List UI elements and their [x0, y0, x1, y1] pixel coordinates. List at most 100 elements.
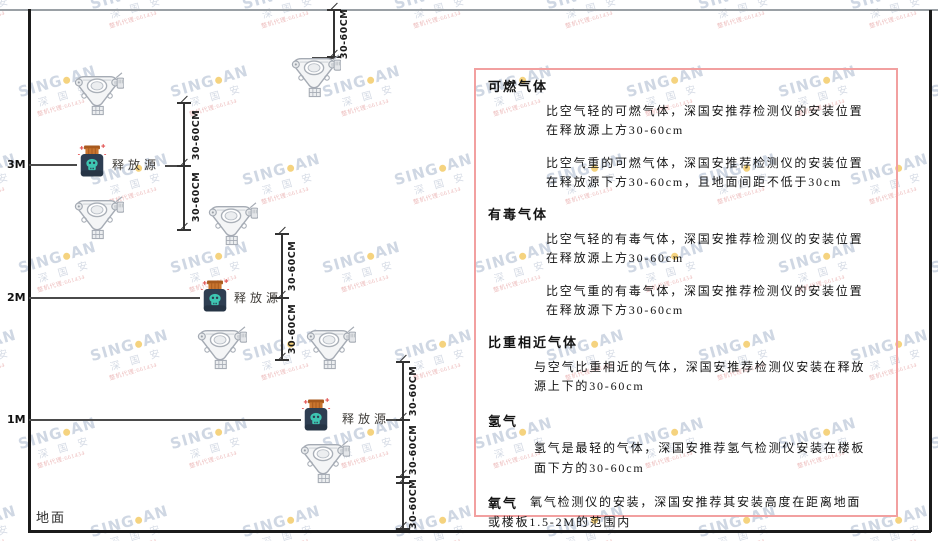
dim-label-1m-ground: 30-60CM — [408, 478, 419, 530]
section-heading-toxic: 有毒气体 — [488, 206, 549, 222]
connector-ceiling — [312, 57, 334, 59]
watermark-dot-icon — [134, 515, 144, 525]
watermark-contact: 整机代理:661434 — [412, 186, 462, 207]
dim-tick — [177, 102, 191, 104]
dim-label-1m-mid: 30-60CM — [408, 424, 419, 476]
watermark-contact: 整机代理:661434 — [0, 531, 24, 541]
watermark-chinese: 深 国 安 — [0, 523, 13, 541]
watermark-chinese: 深 国 安 — [189, 83, 245, 110]
watermark-chinese: 深 国 安 — [109, 347, 165, 374]
watermark-dot-icon — [214, 251, 224, 261]
gas-detector-icon — [72, 194, 125, 240]
watermark-dot-icon — [366, 427, 376, 437]
dim-tick — [327, 9, 341, 11]
watermark-dot-icon — [214, 75, 224, 85]
leader-3m — [29, 164, 77, 166]
dim-tick — [396, 361, 410, 363]
dim-tick — [396, 419, 410, 421]
gas-detector-icon — [195, 324, 248, 370]
watermark-chinese: 深 国 安 — [341, 83, 397, 110]
leader-1m — [29, 419, 301, 421]
release-source-label: 释放源 — [342, 412, 391, 426]
section-heading-flammable: 可燃气体 — [488, 79, 549, 94]
dim-label-3m-lower: 30-60CM — [191, 171, 202, 223]
watermark-contact: 整机代理:661434 — [260, 10, 310, 31]
section-heading-oxygen: 氧气 — [488, 496, 519, 512]
dim-label-2m-upper: 30-60CM — [287, 240, 298, 292]
watermark-contact: 整机代理:661434 — [412, 362, 462, 383]
guideline-paragraph: 比空气轻的可燃气体，深国安推荐检测仪的安装位置在释放源上方30-60cm — [546, 104, 864, 138]
guideline-paragraph: 比空气重的可燃气体，深国安推荐检测仪的安装位置在释放源下方30-60cm，且地面… — [546, 155, 864, 190]
release-source-label: 释放源 — [112, 158, 161, 172]
guideline-paragraph: 比空气重的有毒气体，深国安推荐检测仪的安装位置在释放源下方30-60cm — [546, 283, 864, 318]
watermark-dot-icon — [894, 515, 904, 525]
left-wall-line — [28, 9, 31, 532]
dim-label-1m-upper: 30-60CM — [408, 365, 419, 417]
watermark-dot-icon — [286, 163, 296, 173]
watermark-contact: 整机代理:661434 — [868, 10, 918, 31]
watermark-chinese: 深 国 安 — [0, 347, 13, 373]
dim-line-ceiling — [333, 10, 335, 58]
watermark-contact: 整机代理:661434 — [340, 274, 390, 295]
watermark-dot-icon — [438, 339, 448, 349]
release-source-icon — [77, 143, 107, 179]
watermark-contact: 整机代理:661434 — [36, 450, 86, 471]
gas-detector-icon — [206, 200, 259, 246]
dim-tick — [396, 528, 410, 530]
guideline-paragraph: 氢气是最轻的气体，深国安推荐氢气检测仪安装在楼板面下方的30-60cm — [534, 441, 866, 475]
watermark-chinese: 深 国 安 — [261, 171, 317, 198]
release-source-icon — [200, 278, 230, 314]
dim-tick — [177, 229, 191, 231]
dim-line-1m — [402, 362, 404, 530]
watermark-dot-icon — [286, 515, 296, 525]
watermark-chinese: 深 国 安 — [413, 347, 469, 374]
dim-label-3m-upper: 30-60CM — [191, 109, 202, 161]
watermark-chinese: 深 国 安 — [413, 171, 469, 198]
watermark-dot-icon — [62, 75, 72, 85]
watermark-dot-icon — [438, 515, 448, 525]
release-source-label: 释放源 — [234, 291, 283, 305]
ground-line — [28, 530, 931, 533]
watermark-chinese: 深 国 安 — [37, 259, 93, 286]
watermark-contact: 整机代理:661434 — [108, 362, 158, 383]
watermark-contact: 整机代理:661434 — [716, 10, 766, 31]
watermark-dot-icon — [214, 427, 224, 437]
dim-tick — [327, 56, 341, 58]
guideline-paragraph: 氧气检测仪的安装，深国安推荐其安装高度在距离地面或楼板1.5-2M的范围内 — [488, 495, 862, 529]
height-label-2m: 2M — [7, 291, 26, 304]
right-wall-line — [929, 10, 932, 532]
watermark-chinese: 深 国 安 — [189, 435, 245, 462]
release-source-icon — [301, 397, 331, 433]
dim-label-2m-lower: 30-60CM — [287, 303, 298, 355]
gas-detector-icon — [289, 52, 342, 98]
connector-1m — [386, 419, 403, 421]
gas-detector-icon — [72, 70, 125, 116]
section-heading-similar-density: 比重相近气体 — [488, 334, 579, 350]
connector-3m — [165, 165, 184, 167]
ground-label: 地面 — [36, 510, 67, 525]
height-label-3m: 3M — [7, 158, 26, 171]
